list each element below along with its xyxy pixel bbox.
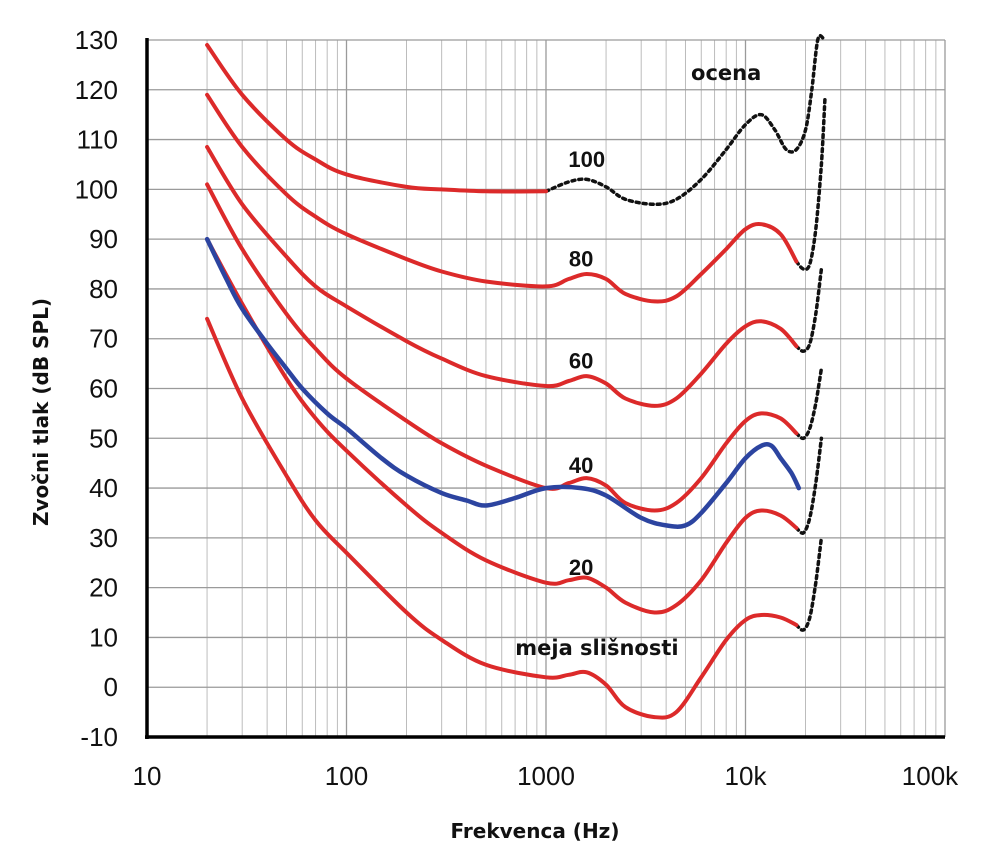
y-tick-label: 40 (89, 473, 118, 503)
estimate-curve (794, 436, 824, 535)
y-tick-label: 100 (75, 174, 118, 204)
y-tick-label: 70 (89, 324, 118, 354)
estimate-curve (794, 97, 827, 272)
estimate-curve (794, 536, 824, 632)
curve-label: 100 (568, 147, 605, 172)
y-tick-label: -10 (80, 722, 118, 752)
y-tick-label: 130 (75, 25, 118, 55)
y-tick-label: 0 (104, 672, 118, 702)
estimate-curve (794, 267, 824, 353)
y-tick-label: 10 (89, 622, 118, 652)
series (204, 33, 827, 720)
measured-curve (204, 236, 802, 529)
estimate-curve (544, 33, 825, 207)
curve-label: 20 (569, 555, 593, 580)
y-axis-title: Zvočni tlak (dB SPL) (29, 298, 53, 526)
equal-loudness-curve (205, 182, 799, 513)
x-tick-label: 10k (725, 761, 768, 791)
x-tick-label: 100k (902, 761, 959, 791)
y-tick-label: 50 (89, 423, 118, 453)
estimate-curve (794, 366, 824, 441)
curve-label: 60 (569, 349, 593, 374)
y-tick-label: 110 (77, 125, 118, 155)
equal-loudness-curve (205, 43, 548, 194)
curve-label: 80 (569, 247, 593, 272)
annotation-label: meja slišnosti (515, 636, 678, 660)
curve-labels: 100 80 60 40 20 ocena meja slišnosti (515, 61, 761, 660)
y-tick-label: 20 (89, 573, 118, 603)
x-tick-label: 1000 (517, 761, 575, 791)
annotation-label: ocena (691, 61, 761, 85)
axes (145, 38, 945, 739)
y-tick-label: 80 (89, 274, 118, 304)
x-axis-title: Frekvenca (Hz) (451, 819, 620, 843)
equal-loudness-curve (205, 145, 799, 408)
x-tick-label: 100 (325, 761, 368, 791)
y-tick-label: 90 (89, 224, 118, 254)
y-tick-label: 60 (89, 374, 118, 404)
equal-loudness-curve (205, 92, 799, 304)
y-tick-label: 30 (89, 523, 118, 553)
grid (147, 39, 946, 737)
equal-loudness-curve (205, 237, 799, 615)
y-tick-label: 120 (75, 75, 118, 105)
equal-loudness-curve (205, 316, 799, 720)
curve-label: 40 (569, 453, 593, 478)
x-tick-label: 10 (133, 761, 162, 791)
